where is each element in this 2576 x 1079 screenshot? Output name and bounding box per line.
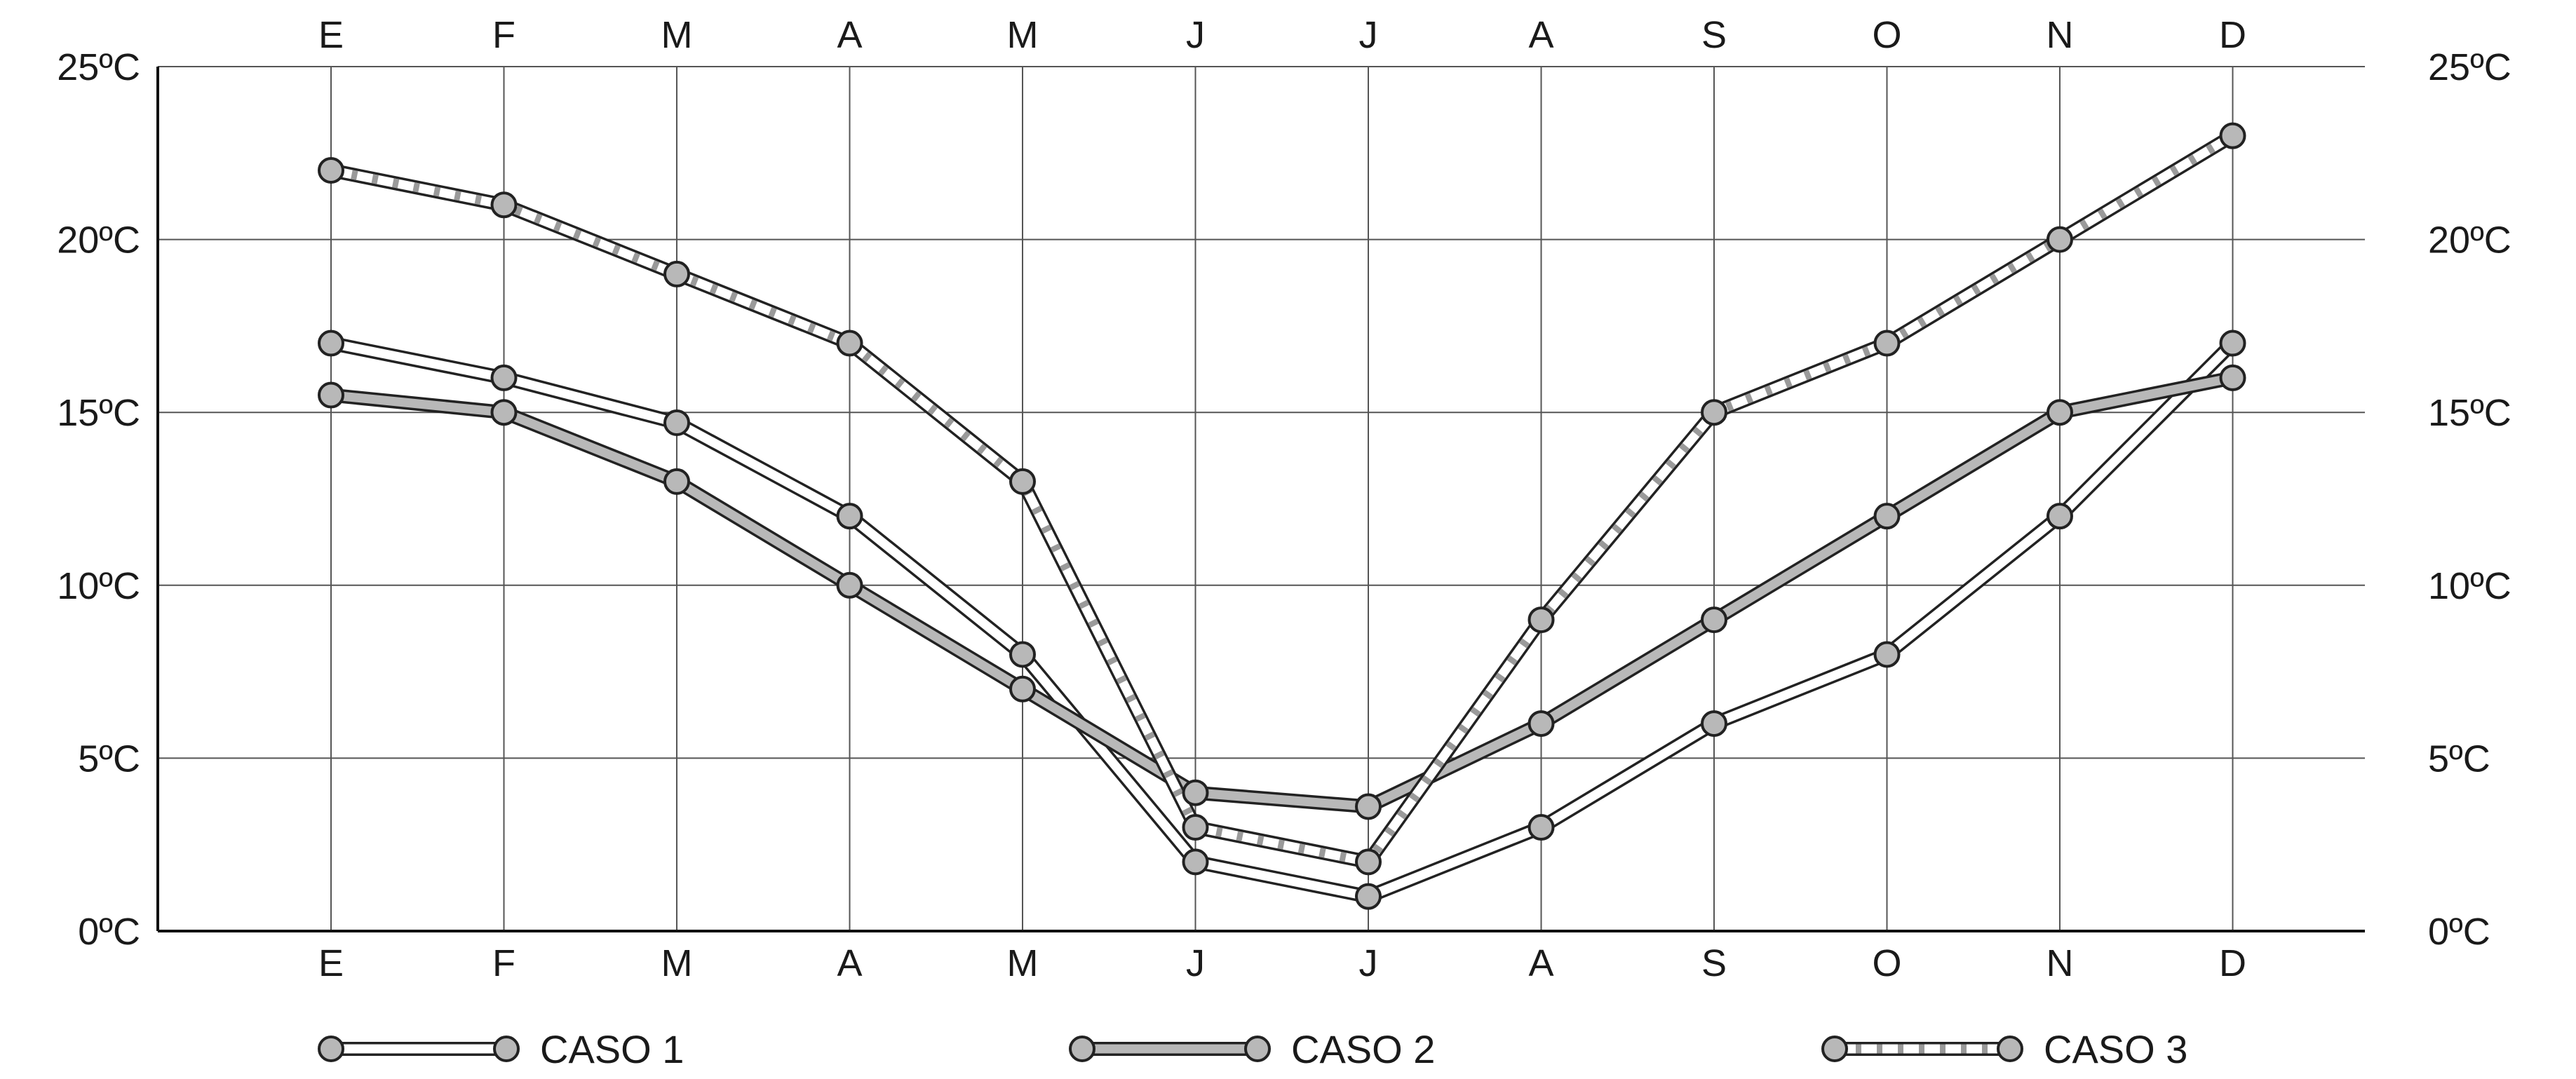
x-tick-label-bottom: M xyxy=(661,942,693,984)
y-tick-label-right: 10ºC xyxy=(2428,565,2511,607)
x-tick-label-bottom: A xyxy=(837,942,862,984)
legend-marker xyxy=(318,1036,344,1062)
x-tick-label-top: F xyxy=(492,14,515,56)
x-tick-label-bottom: M xyxy=(1007,942,1039,984)
legend: CASO 1 CASO 2 CASO 3 xyxy=(318,1027,2187,1071)
data-point-caso-3 xyxy=(1873,330,1901,357)
x-tick-label-bottom: A xyxy=(1528,942,1553,984)
series-caso-1-outline xyxy=(330,336,2238,904)
x-tick-label-bottom: E xyxy=(318,942,344,984)
y-tick-label-right: 0ºC xyxy=(2428,911,2490,953)
data-point-caso-3 xyxy=(1355,848,1382,876)
x-tick-label-bottom: D xyxy=(2219,942,2246,984)
data-point-caso-3 xyxy=(1528,606,1555,634)
data-point-caso-1 xyxy=(2219,330,2246,357)
x-tick-label-bottom: J xyxy=(1186,942,1205,984)
data-point-caso-3 xyxy=(490,191,518,219)
data-point-caso-1 xyxy=(1701,710,1727,738)
legend-marker xyxy=(1821,1036,1848,1062)
y-tick-label-right: 25ºC xyxy=(2428,46,2511,88)
x-tick-label-bottom: N xyxy=(2046,942,2074,984)
x-tick-label-bottom: O xyxy=(1872,942,1901,984)
data-point-caso-2 xyxy=(490,399,518,426)
data-point-caso-2 xyxy=(663,468,690,495)
data-point-caso-2 xyxy=(2046,399,2073,426)
y-tick-label-right: 5ºC xyxy=(2428,738,2490,780)
data-point-caso-1 xyxy=(1182,848,1209,876)
data-point-caso-2 xyxy=(1009,675,1036,703)
x-tick-label-top: M xyxy=(1007,14,1039,56)
series-caso-2-outline xyxy=(330,371,2234,814)
legend-label-caso-3: CASO 3 xyxy=(2044,1027,2187,1071)
axes xyxy=(156,67,2365,932)
data-point-caso-1 xyxy=(318,330,344,357)
x-tick-label-top: J xyxy=(1359,14,1378,56)
data-point-caso-3 xyxy=(836,330,863,357)
x-tick-label-top: E xyxy=(318,14,344,56)
x-tick-label-top: A xyxy=(837,14,862,56)
x-tick-label-top: M xyxy=(661,14,693,56)
x-tick-label-bottom: F xyxy=(492,942,515,984)
data-point-caso-2 xyxy=(836,571,863,599)
x-tick-label-top: O xyxy=(1872,14,1901,56)
tick-labels: E E F F M M A A M M J J J J A A S S O O N N D D 0ºC 0ºC 5ºC 5ºC 10ºC… xyxy=(57,14,2511,984)
y-tick-label-right: 15ºC xyxy=(2428,392,2511,434)
data-point-caso-3 xyxy=(2219,122,2246,149)
legend-label-caso-1: CASO 1 xyxy=(540,1027,684,1071)
x-tick-label-top: A xyxy=(1528,14,1553,56)
x-tick-label-bottom: J xyxy=(1359,942,1378,984)
data-point-caso-3 xyxy=(663,260,690,287)
legend-marker xyxy=(1244,1036,1271,1062)
data-point-caso-1 xyxy=(1528,814,1555,841)
data-point-caso-2 xyxy=(2219,364,2246,391)
data-point-caso-1 xyxy=(1873,641,1901,668)
data-point-caso-2 xyxy=(1182,779,1209,806)
series-caso-3-outline xyxy=(330,130,2237,869)
data-point-caso-3 xyxy=(1009,468,1036,495)
data-point-caso-3 xyxy=(1701,399,1727,426)
x-tick-label-top: D xyxy=(2219,14,2246,56)
data-point-caso-2 xyxy=(1873,503,1901,530)
x-tick-label-top: S xyxy=(1701,14,1727,56)
data-point-caso-1 xyxy=(1009,641,1036,668)
x-tick-label-top: J xyxy=(1186,14,1205,56)
x-tick-label-bottom: S xyxy=(1701,942,1727,984)
data-point-caso-2 xyxy=(318,381,344,409)
data-point-caso-1 xyxy=(490,364,518,391)
series-caso-1-line xyxy=(330,339,2237,902)
data-point-caso-2 xyxy=(1355,793,1382,820)
legend-label-caso-2: CASO 2 xyxy=(1291,1027,1435,1071)
series-lines xyxy=(330,130,2238,904)
y-tick-label-left: 0ºC xyxy=(78,911,140,953)
grid xyxy=(158,66,2365,931)
legend-marker xyxy=(1997,1036,2023,1062)
data-point-caso-3 xyxy=(1182,814,1209,841)
legend-marker xyxy=(1069,1036,1095,1062)
y-tick-label-left: 15ºC xyxy=(57,392,140,434)
y-tick-label-left: 20ºC xyxy=(57,219,140,262)
series-caso-2-line xyxy=(330,373,2234,811)
y-tick-label-right: 20ºC xyxy=(2428,219,2511,262)
data-markers xyxy=(318,122,2246,910)
series-caso-3-stripes xyxy=(330,132,2235,867)
data-point-caso-1 xyxy=(663,409,690,436)
data-point-caso-2 xyxy=(1701,606,1727,634)
y-tick-label-left: 10ºC xyxy=(57,565,140,607)
y-tick-label-left: 25ºC xyxy=(57,46,140,88)
y-tick-label-left: 5ºC xyxy=(78,738,140,780)
data-point-caso-2 xyxy=(1528,710,1555,738)
data-point-caso-3 xyxy=(2046,226,2073,253)
legend-marker xyxy=(493,1036,520,1062)
data-point-caso-3 xyxy=(318,156,344,184)
data-point-caso-1 xyxy=(836,503,863,530)
data-point-caso-1 xyxy=(1355,883,1382,910)
x-tick-label-top: N xyxy=(2046,14,2074,56)
data-point-caso-1 xyxy=(2046,503,2073,530)
